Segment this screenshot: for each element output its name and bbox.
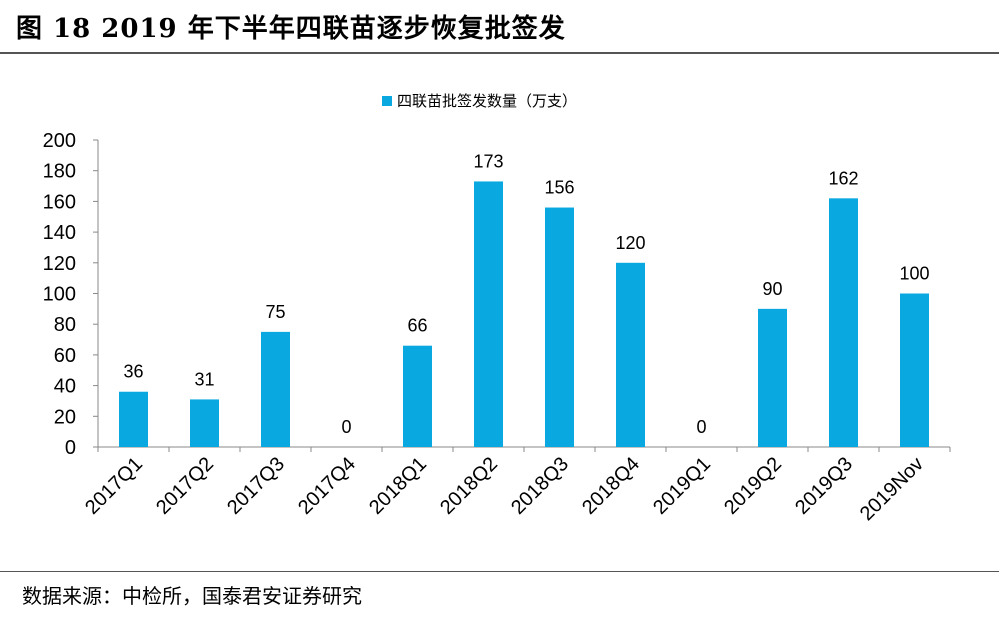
bar (900, 293, 929, 447)
data-label: 173 (473, 151, 503, 171)
y-tick-label: 160 (43, 191, 76, 213)
chart-legend: 四联苗批签发数量（万支） (382, 92, 577, 110)
y-axis: 0 20 40 60 80 100 120 140 160 180 200 (43, 130, 99, 459)
data-label: 90 (762, 279, 782, 299)
y-tick-label: 60 (54, 345, 76, 367)
x-tick-label: 2017Q3 (223, 453, 289, 519)
bar (829, 198, 858, 447)
x-tick-label: 2018Q4 (578, 453, 644, 519)
data-label: 31 (194, 369, 214, 389)
bar (190, 399, 219, 447)
x-tick-label: 2019Q3 (791, 453, 857, 519)
x-tick-label: 2018Q1 (365, 453, 431, 519)
x-tick-label: 2018Q3 (507, 453, 573, 519)
y-tick-label: 140 (43, 222, 76, 244)
x-tick-label: 2019Q1 (649, 453, 715, 519)
bar (545, 207, 574, 447)
bar (261, 331, 290, 447)
data-label: 36 (123, 362, 143, 382)
x-tick-label: 2017Q1 (81, 453, 147, 519)
bar (474, 181, 503, 447)
data-label: 120 (615, 233, 645, 253)
x-tick-label: 2017Q4 (294, 453, 360, 519)
x-tick-label: 2018Q2 (436, 453, 502, 519)
y-tick-label: 20 (54, 406, 76, 428)
title-divider (0, 52, 999, 54)
x-tick-label: 2019Nov (856, 453, 928, 525)
bar (616, 262, 645, 447)
bars (119, 181, 929, 447)
data-label: 100 (899, 264, 929, 284)
data-label: 0 (341, 417, 351, 437)
x-tick-label: 2019Q2 (720, 453, 786, 519)
y-tick-label: 80 (54, 314, 76, 336)
bar (758, 308, 787, 447)
bar-chart: 四联苗批签发数量（万支） 0 20 40 60 80 100 120 140 160 180 200… (43, 92, 951, 525)
x-axis: 2017Q1 2017Q2 2017Q3 2017Q4 2018Q1 2018Q2 2018… (81, 446, 951, 525)
data-labels: 36 31 75 0 66 173 156 120 0 90 162 100 (123, 151, 929, 437)
legend-label: 四联苗批签发数量（万支） (397, 92, 577, 110)
data-label: 0 (696, 417, 706, 437)
y-tick-label: 180 (43, 161, 76, 183)
y-tick-label: 40 (54, 376, 76, 398)
y-tick-label: 100 (43, 284, 76, 306)
source-divider (0, 571, 999, 572)
data-label: 156 (544, 178, 574, 198)
bar (403, 345, 432, 447)
legend-swatch (382, 96, 392, 106)
figure-title: 图 18 2019 年下半年四联苗逐步恢复批签发 (16, 14, 566, 44)
x-tick-label: 2017Q2 (152, 453, 218, 519)
y-tick-label: 120 (43, 253, 76, 275)
data-label: 75 (265, 302, 285, 322)
y-tick-label: 0 (65, 437, 76, 459)
y-tick-label: 200 (43, 130, 76, 152)
source-note: 数据来源：中检所，国泰君安证券研究 (22, 584, 362, 608)
bar (119, 391, 148, 447)
data-label: 162 (828, 168, 858, 188)
data-label: 66 (407, 316, 427, 336)
